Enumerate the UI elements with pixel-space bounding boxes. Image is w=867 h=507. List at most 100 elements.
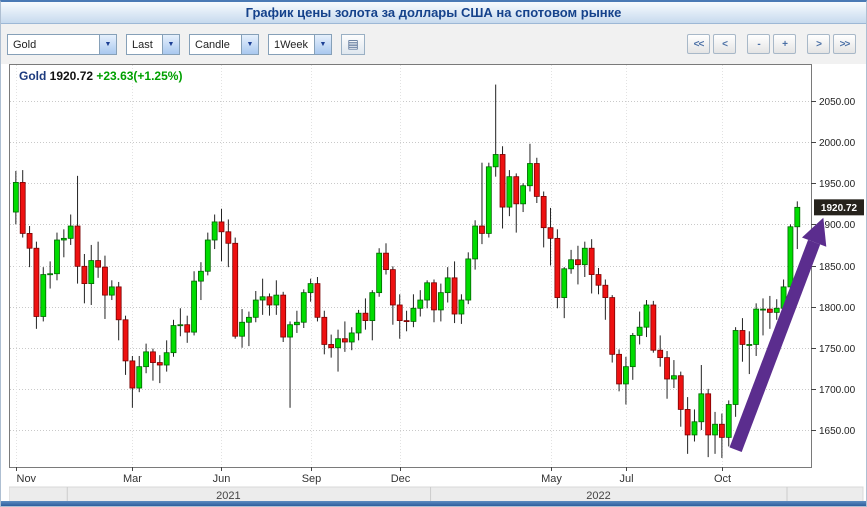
symbol-dropdown-value: Gold [13, 38, 37, 51]
price-type-dropdown[interactable]: Last ▼ [126, 33, 180, 55]
chart-panel: 2050.00 2000.00 1950.00 1900.00 1850.00 1800.… [8, 64, 865, 504]
candle-body [314, 283, 321, 318]
chart-settings-icon: ▤ [347, 37, 359, 51]
chevron-down-icon[interactable]: ▼ [314, 34, 331, 54]
legend-symbol: Gold [19, 69, 46, 83]
chart-type-dropdown[interactable]: Candle ▼ [189, 33, 259, 55]
candle-body [766, 308, 773, 313]
candle-body [204, 239, 211, 272]
candle-body [657, 349, 664, 359]
candle-body [479, 225, 485, 234]
candle-body [581, 247, 588, 266]
chevron-down-icon[interactable]: ▼ [241, 34, 258, 54]
candle-body [629, 335, 636, 368]
candle-body [280, 294, 287, 338]
last-price-label-box [814, 199, 864, 216]
chart-legend: Gold 1920.72 +23.63(+1.25%) [19, 69, 182, 83]
candle-body [485, 166, 492, 234]
candle-body [252, 299, 259, 318]
divider [739, 34, 744, 54]
candle-body [444, 277, 451, 294]
scroll-fast-left-button[interactable]: << [687, 34, 710, 54]
candle-body [307, 283, 314, 294]
candle-body [191, 280, 197, 333]
candle-body [458, 299, 465, 315]
scroll-fast-right-button[interactable]: >> [833, 34, 856, 54]
candle-body [575, 259, 581, 266]
zoom-out-button[interactable]: - [747, 34, 770, 54]
candle-body [732, 330, 739, 405]
chart-type-dropdown-value: Candle [195, 38, 230, 51]
window-title-bar: График цены золота за доллары США на спо… [1, 2, 866, 24]
candle-body [746, 344, 753, 346]
candle-body [348, 332, 355, 343]
candle-body [684, 409, 691, 436]
candle-body [259, 296, 266, 301]
candle-body [95, 260, 102, 268]
plot-area[interactable] [9, 64, 812, 468]
scroll-left-button[interactable]: < [713, 34, 736, 54]
candle-body [232, 242, 239, 337]
chevron-down-icon[interactable]: ▼ [162, 34, 179, 54]
candle-body [328, 344, 335, 349]
candle-body [691, 421, 698, 436]
legend-last-price: 1920.72 [46, 69, 96, 83]
candle-body [437, 292, 444, 311]
price-type-dropdown-value: Last [132, 38, 153, 51]
toolbar: Gold ▼ Last ▼ Candle ▼ 1Week ▼ ▤ << < - … [1, 24, 866, 64]
x-axis-label: Oct [714, 473, 731, 485]
candle-body [760, 308, 766, 311]
candle-body [54, 239, 60, 275]
price-chart[interactable]: 2050.00 2000.00 1950.00 1900.00 1850.00 1800.… [8, 64, 865, 504]
candle-body [602, 284, 609, 298]
candle-body [753, 308, 760, 345]
trend-arrow-head [801, 217, 827, 247]
candle-body [616, 353, 622, 385]
candle-body [177, 324, 184, 327]
candle-body [19, 182, 26, 234]
symbol-dropdown[interactable]: Gold ▼ [7, 33, 117, 55]
candle-body [643, 304, 650, 328]
chart-settings-button[interactable]: ▤ [341, 33, 365, 55]
candle-body [239, 321, 245, 337]
candle-body [588, 247, 595, 275]
candle-body [636, 326, 643, 336]
scroll-right-button[interactable]: > [807, 34, 830, 54]
x-axis-label: Sep [302, 473, 322, 485]
candle-body [650, 304, 657, 351]
candle-body [47, 273, 54, 276]
zoom-in-button[interactable]: + [773, 34, 796, 54]
candle-body [739, 330, 746, 345]
candle-body [40, 274, 47, 317]
candle-body [198, 270, 204, 282]
candle-body [81, 265, 88, 284]
candle-body [499, 154, 506, 208]
candle-body [794, 206, 801, 228]
candle-body [33, 247, 40, 317]
candle-body [554, 237, 561, 298]
y-axis-label: 1750.00 [819, 344, 856, 355]
candle-body [698, 393, 705, 423]
candle-body [506, 176, 513, 208]
candle-body [321, 316, 328, 345]
chevron-down-icon[interactable]: ▼ [99, 34, 116, 54]
candle-body [88, 260, 95, 284]
candle-body [389, 269, 396, 306]
timeframe-dropdown[interactable]: 1Week ▼ [268, 33, 332, 55]
x-axis-label: Jul [619, 473, 633, 485]
candle-body [341, 338, 348, 343]
candle-body [218, 221, 225, 233]
candle-body [246, 316, 252, 323]
candle-body [60, 237, 67, 241]
divider [799, 34, 804, 54]
candle-body [465, 258, 472, 301]
candle-body [609, 297, 616, 355]
candle-body [533, 163, 540, 197]
candle-body [170, 325, 177, 354]
candle-body [300, 292, 307, 323]
candle-body [568, 259, 574, 270]
candle-body [725, 404, 732, 438]
y-axis-label: 2050.00 [819, 97, 856, 108]
candle-body [143, 351, 149, 368]
